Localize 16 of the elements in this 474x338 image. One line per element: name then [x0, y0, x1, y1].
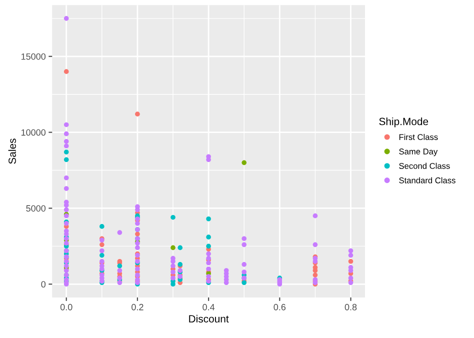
x-tick-label: 0.4 [202, 304, 215, 310]
legend-label: First Class [399, 134, 438, 140]
x-tick-label: 0.8 [344, 304, 357, 310]
x-tick-label: 0.2 [132, 304, 144, 310]
y-tick-label: 0 [41, 281, 46, 288]
legend-title: Ship.Mode [379, 118, 428, 128]
y-tick-label: 10000 [21, 129, 46, 136]
y-tick-label: 5000 [26, 205, 46, 212]
legend-label: Standard Class [399, 177, 456, 184]
x-axis-title: Discount [189, 314, 229, 323]
x-tick-label: 0.0 [60, 304, 72, 310]
legend-label: Same Day [399, 148, 438, 156]
x-tick-label: 0.6 [274, 304, 286, 310]
legend-label: Second Class [399, 162, 450, 169]
y-tick-label: 15000 [21, 53, 46, 60]
y-axis-title: Sales [8, 138, 16, 164]
